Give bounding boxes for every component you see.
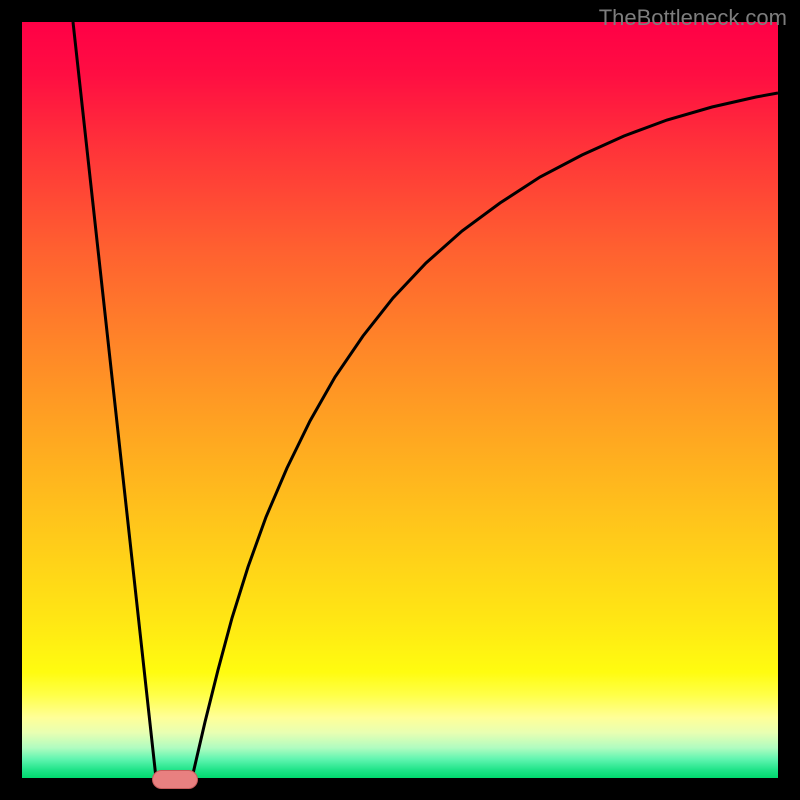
chart-frame: TheBottleneck.com — [0, 0, 800, 800]
bottleneck-curve — [22, 22, 778, 778]
curve-right-segment — [192, 93, 778, 778]
optimum-marker — [152, 770, 198, 789]
watermark-text: TheBottleneck.com — [599, 5, 787, 31]
curve-left-segment — [73, 22, 156, 778]
plot-area — [22, 22, 778, 778]
